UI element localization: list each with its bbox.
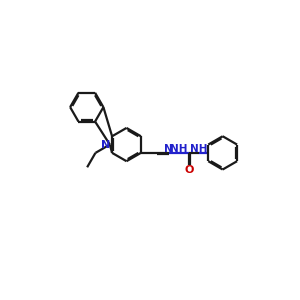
- Text: O: O: [184, 165, 194, 175]
- Text: NH: NH: [190, 144, 208, 154]
- Text: NH: NH: [170, 144, 188, 154]
- Text: N: N: [100, 140, 110, 150]
- Text: N: N: [164, 144, 173, 154]
